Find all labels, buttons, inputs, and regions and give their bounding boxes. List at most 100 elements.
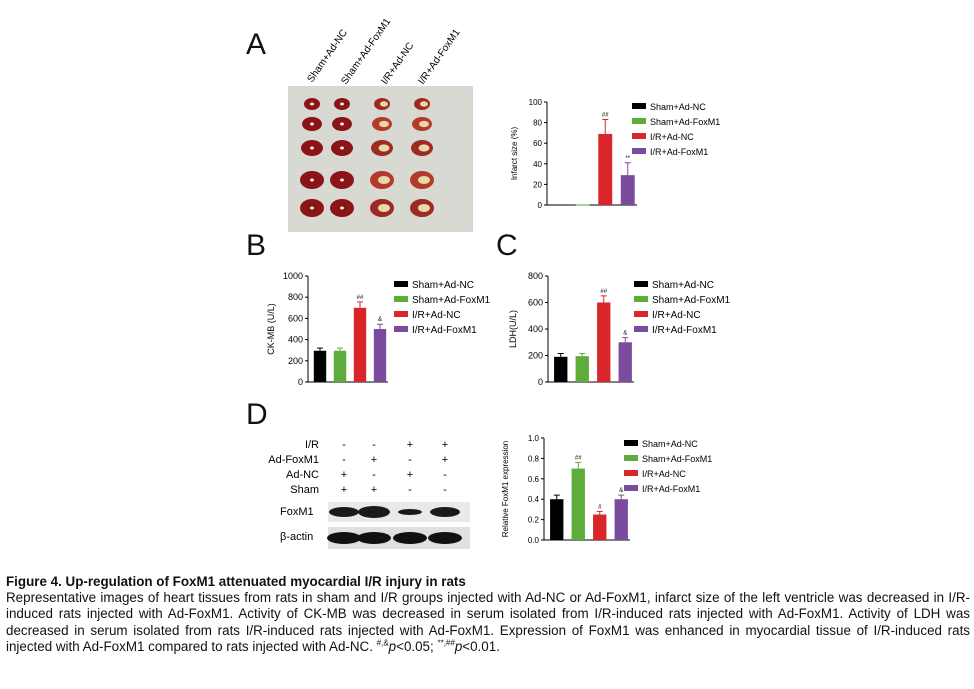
heart-lumen: [310, 122, 314, 126]
heart-lumen: [310, 102, 314, 106]
y-tick-label: 0.2: [528, 516, 540, 525]
legend-label: Sham+Ad-NC: [642, 439, 698, 449]
bar: [313, 350, 327, 382]
actin-band: [428, 532, 462, 544]
heart-tissue-image: Sham+Ad-NC Sham+Ad-FoxM1 I/R+Ad-NC I/R+A…: [288, 16, 473, 232]
y-tick-label: 1.0: [528, 434, 540, 443]
heart-lumen: [340, 206, 344, 210]
actin-band: [327, 532, 361, 544]
legend-label: Sham+Ad-FoxM1: [652, 295, 731, 306]
legend-swatch: [394, 326, 408, 332]
significance-mark: &: [623, 331, 627, 337]
y-tick-label: 0.8: [528, 454, 540, 463]
heart-column-labels: Sham+Ad-NC Sham+Ad-FoxM1 I/R+Ad-NC I/R+A…: [305, 16, 462, 87]
legend-label: I/R+Ad-FoxM1: [650, 147, 708, 157]
y-axis-label: LDH(U/L): [508, 310, 518, 348]
band-label-actin: β-actin: [280, 531, 313, 543]
western-sign: +: [407, 439, 413, 451]
legend-label: Sham+Ad-NC: [650, 102, 706, 112]
y-tick-label: 0.0: [528, 536, 540, 545]
bar: [550, 499, 564, 540]
significance-mark: ##: [602, 113, 609, 119]
legend-swatch: [634, 296, 648, 302]
foxm1-band: [430, 507, 460, 517]
western-sign: -: [408, 484, 412, 496]
y-tick-label: 100: [529, 98, 543, 107]
western-blot: I/R Ad-FoxM1 Ad-NC Sham - - + +- + - ++ - + -+ + - -…: [268, 439, 470, 549]
foxm1-band: [358, 506, 390, 518]
legend-swatch: [394, 296, 408, 302]
legend-a: Sham+Ad-NC Sham+Ad-FoxM1 I/R+Ad-NC I/R+Ad-F…: [632, 102, 720, 157]
figure-caption: Figure 4. Up-regulation of FoxM1 attenua…: [6, 574, 970, 655]
legend-label: I/R+Ad-FoxM1: [652, 325, 717, 336]
heart-column-label: I/R+Ad-FoxM1: [416, 27, 462, 87]
actin-band: [357, 532, 391, 544]
sig-p-1: p: [388, 638, 397, 654]
heart-lumen: [310, 206, 314, 210]
legend-label: Sham+Ad-FoxM1: [642, 454, 712, 464]
infarct-area: [418, 175, 430, 185]
y-tick-label: 20: [533, 180, 542, 189]
band-label-foxm1: FoxM1: [280, 506, 314, 518]
bar: [597, 302, 611, 382]
ldh-chart: 0 200 400 600 800 LDH(U/L) ## &: [508, 271, 634, 387]
y-axis-label: Infarct size (%): [510, 126, 519, 180]
legend-label: Sham+Ad-FoxM1: [650, 117, 720, 127]
infarct-area: [418, 203, 430, 213]
heart-lumen: [340, 122, 344, 126]
legend-label: Sham+Ad-FoxM1: [412, 295, 491, 306]
western-row-labels: I/R Ad-FoxM1 Ad-NC Sham: [268, 439, 319, 496]
foxm1-band: [329, 507, 359, 517]
western-sign: +: [442, 439, 448, 451]
legend-b: Sham+Ad-NC Sham+Ad-FoxM1 I/R+Ad-NC I/R+Ad-F…: [394, 280, 491, 336]
sig-marks-2: **,##: [437, 638, 455, 648]
bar: [373, 329, 387, 382]
legend-d: Sham+Ad-NC Sham+Ad-FoxM1 I/R+Ad-NC I/R+Ad-F…: [624, 439, 712, 494]
western-sign: +: [442, 454, 448, 466]
legend-swatch: [632, 103, 646, 109]
y-tick-label: 40: [533, 160, 542, 169]
sig-p-2: p: [454, 638, 463, 654]
western-sign: -: [443, 469, 447, 481]
y-tick-label: 800: [288, 292, 303, 302]
legend-label: I/R+Ad-FoxM1: [412, 325, 477, 336]
western-sign: -: [372, 439, 376, 451]
sig-marks-1: #,&: [376, 638, 389, 648]
bar: [554, 356, 568, 382]
legend-label: Sham+Ad-NC: [412, 280, 474, 291]
western-sign: +: [407, 469, 413, 481]
significance-mark: ##: [575, 455, 582, 461]
y-tick-label: 200: [528, 351, 543, 361]
caption-body: Representative images of heart tissues f…: [6, 590, 970, 655]
legend-swatch: [394, 311, 408, 317]
foxm1-band: [398, 509, 422, 515]
legend-label: I/R+Ad-NC: [642, 469, 686, 479]
legend-swatch: [634, 311, 648, 317]
western-sign: +: [341, 484, 347, 496]
legend-swatch: [634, 281, 648, 287]
legend-label: Sham+Ad-NC: [652, 280, 714, 291]
y-tick-label: 400: [288, 335, 303, 345]
y-tick-label: 0: [538, 201, 543, 210]
bar: [614, 499, 628, 540]
heart-lumen: [340, 102, 344, 106]
legend-label: I/R+Ad-FoxM1: [642, 484, 700, 494]
significance-mark: ##: [600, 289, 607, 295]
bar: [575, 204, 590, 206]
bar: [333, 350, 347, 382]
legend-swatch: [634, 326, 648, 332]
infarct-area: [418, 144, 430, 152]
bar: [598, 133, 613, 205]
sig-val-1: <0.05;: [396, 638, 434, 654]
legend-swatch: [632, 148, 646, 154]
significance-mark: **: [625, 156, 630, 162]
western-sign: -: [443, 484, 447, 496]
legend-label: I/R+Ad-NC: [412, 310, 461, 321]
infarct-area: [378, 144, 390, 152]
y-tick-label: 0.6: [528, 475, 540, 484]
western-row-label: Ad-FoxM1: [268, 454, 319, 466]
infarct-area: [420, 101, 428, 107]
caption-text: Representative images of heart tissues f…: [6, 590, 970, 654]
y-axis-label: Relative FoxM1 expression: [501, 441, 510, 537]
legend-swatch: [394, 281, 408, 287]
